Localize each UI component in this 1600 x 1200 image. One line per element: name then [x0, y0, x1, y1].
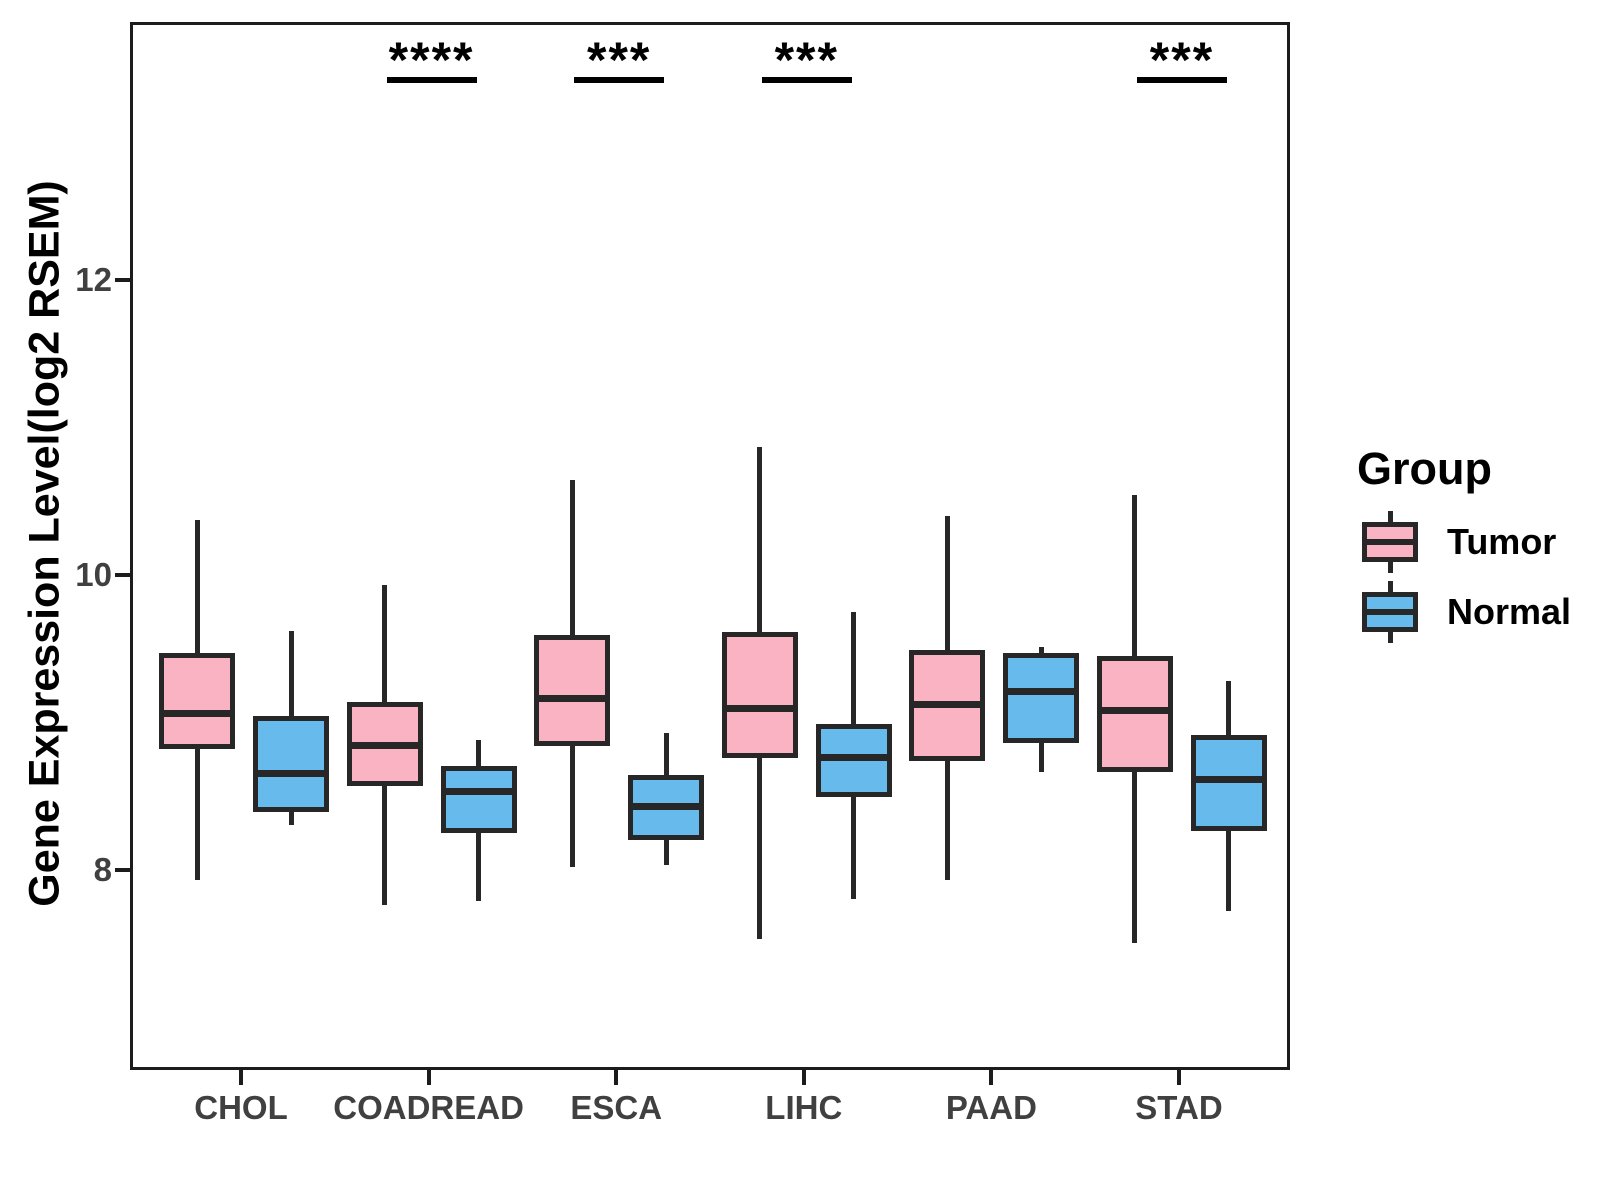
x-tick-mark: [1176, 1070, 1181, 1085]
y-tick-mark: [115, 277, 130, 282]
boxplot-box: [1003, 652, 1080, 743]
boxplot-median: [628, 802, 705, 810]
significance-stars: ***: [774, 32, 839, 88]
boxplot-median: [534, 695, 611, 703]
boxplot-box: [534, 635, 611, 746]
legend-item-label: Normal: [1447, 591, 1572, 632]
legend-title: Group: [1357, 443, 1492, 494]
x-tick-label: COADREAD: [333, 1089, 524, 1126]
boxplot-median: [721, 705, 798, 713]
boxplot-box: [253, 716, 329, 813]
x-tick-mark: [614, 1070, 619, 1085]
boxplot-box: [159, 652, 235, 749]
x-tick-mark: [989, 1070, 994, 1085]
boxplot-box: [721, 632, 798, 758]
boxplot-median: [1003, 687, 1080, 695]
legend: Group Tumor Normal: [1357, 445, 1577, 665]
boxplot-median: [440, 787, 517, 795]
x-tick-label: STAD: [1135, 1089, 1223, 1126]
boxplot-median: [346, 742, 423, 750]
boxplot-box: [1096, 655, 1173, 773]
y-tick-label: 12: [75, 260, 112, 298]
significance-bar: [386, 77, 477, 83]
y-tick-mark: [115, 572, 130, 577]
boxplot-median: [159, 709, 235, 717]
boxplot-median: [815, 754, 892, 762]
x-tick-label: LIHC: [765, 1089, 843, 1126]
x-tick-label: CHOL: [194, 1089, 288, 1126]
x-tick-mark: [801, 1070, 806, 1085]
legend-key-median: [1362, 539, 1418, 545]
significance-bar: [574, 77, 665, 83]
y-tick-mark: [115, 867, 130, 872]
x-tick-mark: [239, 1070, 243, 1085]
significance-stars: ***: [1149, 32, 1215, 88]
significance-bar: [1136, 77, 1227, 83]
plot-panel: **** *** *** ***: [130, 22, 1290, 1070]
boxplot-box: [1190, 735, 1267, 832]
y-tick-label: 10: [75, 555, 112, 593]
x-tick-mark: [426, 1070, 431, 1085]
significance-bar: [761, 77, 852, 83]
significance-stars: ****: [388, 32, 475, 88]
legend-key-median: [1362, 609, 1418, 615]
significance-stars: ***: [587, 32, 652, 88]
x-tick-label: PAAD: [945, 1089, 1037, 1126]
legend-item-label: Tumor: [1447, 521, 1557, 562]
x-tick-label: ESCA: [570, 1089, 663, 1126]
y-tick-label: 8: [93, 850, 112, 888]
boxplot-median: [1190, 776, 1267, 784]
boxplot-box: [440, 766, 517, 833]
boxplot-median: [909, 701, 986, 708]
boxplot-median: [1096, 706, 1173, 714]
boxplot-median: [253, 770, 329, 778]
